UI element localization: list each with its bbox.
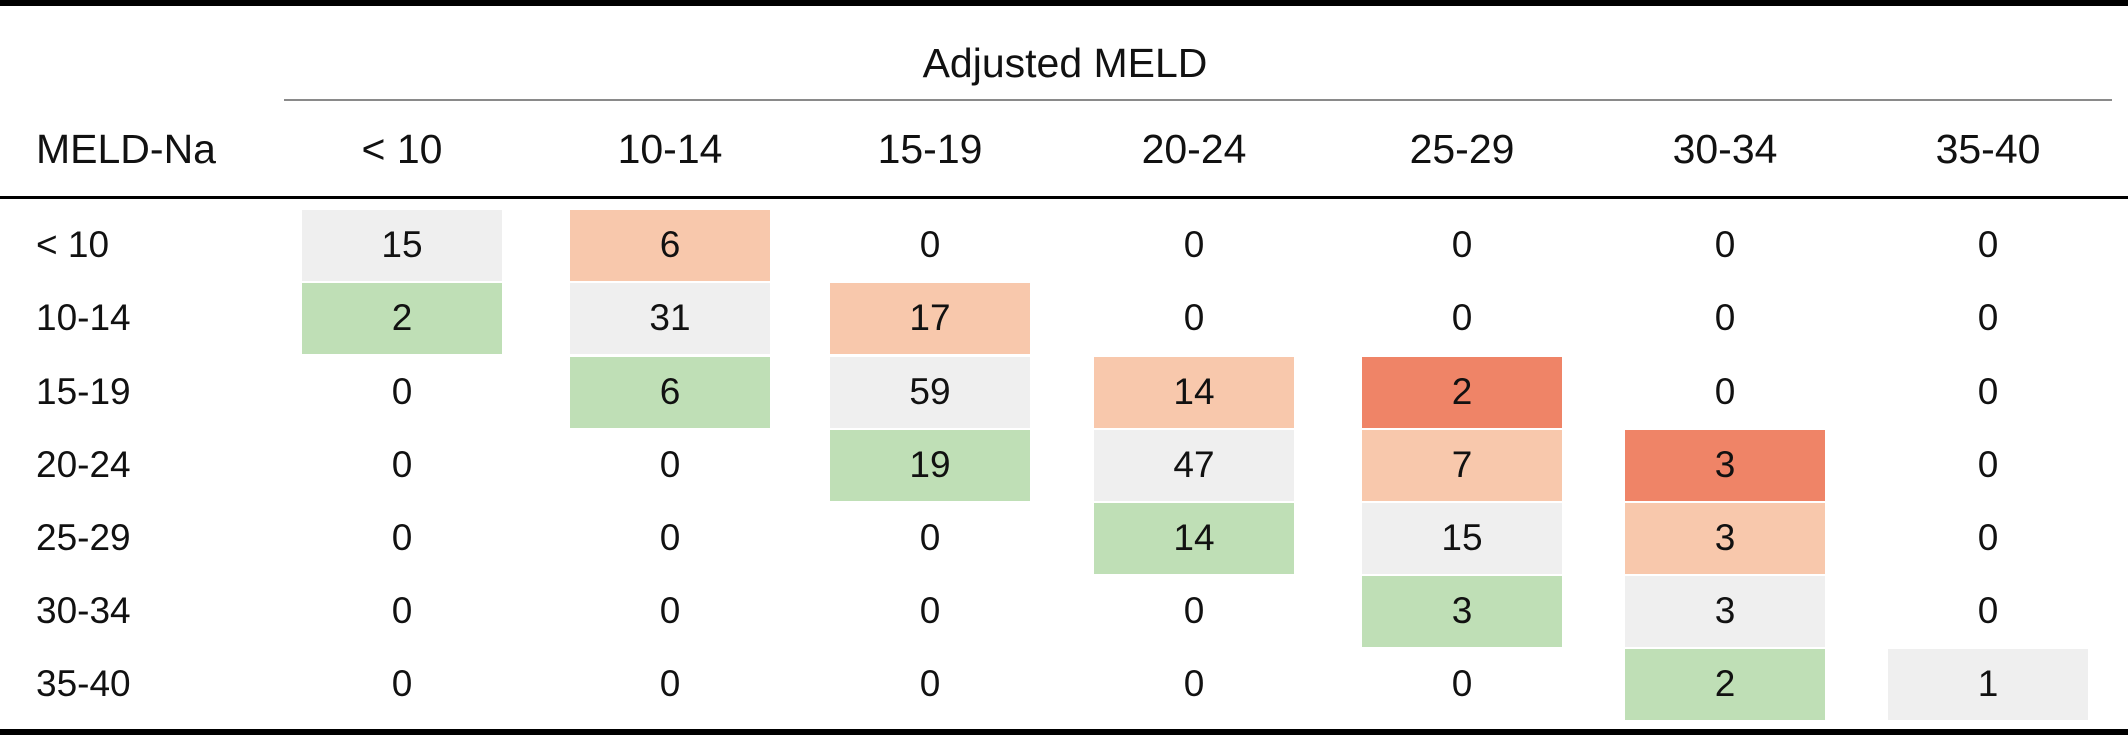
heatmap-cell: 0 [1714,224,1736,265]
heatmap-cell: 2 [1625,648,1825,720]
top-rule [0,0,2128,6]
heatmap-cell: 0 [1977,371,1999,412]
row-header: 15-19 [36,371,131,412]
heatmap-cell: 0 [659,517,681,558]
row-header: 20-24 [36,444,131,485]
header-rule [0,196,2128,199]
heatmap-cell: 15 [302,209,502,281]
heatmap-cell: 0 [1451,224,1473,265]
row-header: 35-40 [36,663,131,704]
row-header: < 10 [36,224,110,265]
row-header: 10-14 [36,297,131,338]
heatmap-cell: 0 [1451,297,1473,338]
column-header: 30-34 [1672,126,1778,172]
heatmap-cell: 0 [391,444,413,485]
heatmap-cell: 0 [919,663,941,704]
heatmap-cell: 0 [659,663,681,704]
column-header: 35-40 [1935,126,2041,172]
column-group-rule [284,99,2112,101]
column-header: 20-24 [1141,126,1247,172]
row-header: 30-34 [36,590,131,631]
heatmap-cell: 31 [570,282,770,354]
row-header: 25-29 [36,517,131,558]
bottom-rule [0,729,2128,735]
heatmap-cell: 0 [919,224,941,265]
heatmap-cell: 3 [1362,575,1562,647]
heatmap-cell: 6 [570,356,770,428]
heatmap-cell: 6 [570,209,770,281]
heatmap-cell: 0 [1183,224,1205,265]
heatmap-cell: 17 [830,282,1030,354]
heatmap-cell: 19 [830,429,1030,501]
heatmap-cell: 0 [1451,663,1473,704]
heatmap-cell: 0 [1714,371,1736,412]
heatmap-cell: 2 [302,282,502,354]
heatmap-cell: 0 [659,590,681,631]
heatmap-cell: 47 [1094,429,1294,501]
heatmap-cell: 59 [830,356,1030,428]
row-header-title: MELD-Na [36,126,216,172]
heatmap-cell: 14 [1094,502,1294,574]
heatmap-cell: 2 [1362,356,1562,428]
heatmap-cell: 0 [391,663,413,704]
heatmap-cell: 0 [1714,297,1736,338]
heatmap-cell: 0 [391,371,413,412]
column-header: 15-19 [877,126,983,172]
column-group-title: Adjusted MELD [922,40,1208,86]
heatmap-cell: 3 [1625,429,1825,501]
heatmap-cell: 14 [1094,356,1294,428]
heatmap-cell: 0 [1977,444,1999,485]
heatmap-cell: 15 [1362,502,1562,574]
heatmap-cell: 3 [1625,575,1825,647]
heatmap-cell: 0 [1183,590,1205,631]
heatmap-cell: 0 [1183,663,1205,704]
heatmap-cell: 0 [659,444,681,485]
heatmap-cell: 0 [1977,224,1999,265]
heatmap-cell: 0 [1183,297,1205,338]
heatmap-cell: 0 [919,590,941,631]
column-header: < 10 [361,126,443,172]
heatmap-cell: 0 [919,517,941,558]
column-header: 10-14 [617,126,723,172]
heatmap-cell: 0 [1977,590,1999,631]
heatmap-cell: 0 [1977,517,1999,558]
column-header: 25-29 [1409,126,1515,172]
heatmap-cell: 3 [1625,502,1825,574]
heatmap-cell: 0 [391,517,413,558]
heatmap-cell: 1 [1888,648,2088,720]
heatmap-cell: 7 [1362,429,1562,501]
heatmap-cell: 0 [391,590,413,631]
heatmap-cell: 0 [1977,297,1999,338]
